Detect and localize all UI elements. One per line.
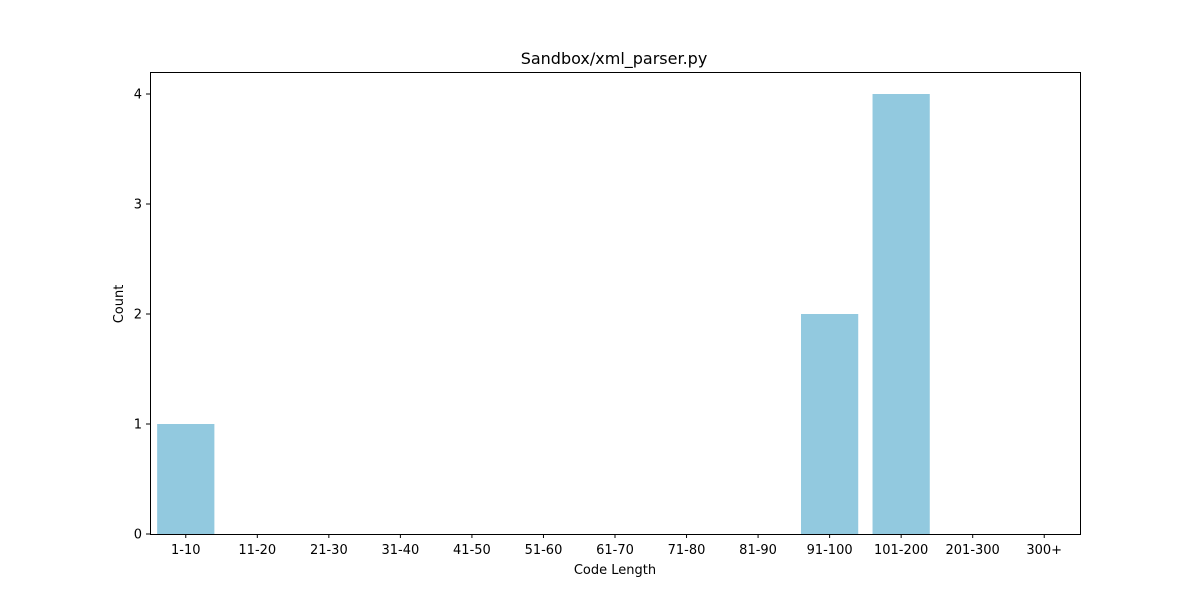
- x-tick-label: 41-50: [453, 543, 491, 558]
- x-tick-label: 300+: [1026, 543, 1062, 558]
- x-tick-label: 201-300: [946, 543, 1000, 558]
- bar-91-100: [801, 314, 859, 534]
- x-tick-label: 81-90: [739, 543, 777, 558]
- chart-title: Sandbox/xml_parser.py: [521, 49, 708, 69]
- x-tick-label: 71-80: [668, 543, 706, 558]
- x-tick-label: 21-30: [310, 543, 348, 558]
- x-tick-label: 91-100: [807, 543, 853, 558]
- y-tick-label: 0: [134, 528, 142, 543]
- y-tick-label: 1: [134, 418, 142, 433]
- x-tick-label: 51-60: [525, 543, 563, 558]
- x-axis-label: Code Length: [574, 563, 656, 578]
- y-axis-label: Count: [112, 285, 127, 324]
- y-tick-label: 4: [134, 88, 142, 103]
- x-tick-label: 1-10: [171, 543, 201, 558]
- y-tick-label: 3: [134, 198, 142, 213]
- bars-group: [157, 94, 930, 534]
- x-tick-label: 31-40: [381, 543, 419, 558]
- bar-1-10: [157, 424, 215, 534]
- bar-101-200: [872, 94, 930, 534]
- x-tick-label: 11-20: [238, 543, 276, 558]
- plot-frame: [150, 72, 1081, 535]
- x-tick-label: 61-70: [596, 543, 634, 558]
- y-tick-label: 2: [134, 308, 142, 323]
- y-axis: 0 1 2 3 4: [134, 88, 150, 543]
- x-axis: 1-10 11-20 21-30 31-40 41-50 51-60 61-70 71-80 8…: [171, 534, 1062, 558]
- x-tick-label: 101-200: [874, 543, 928, 558]
